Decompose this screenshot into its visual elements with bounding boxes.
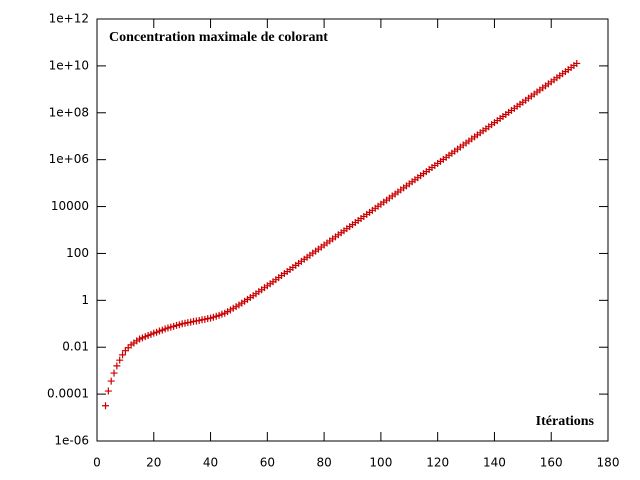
x-tick-label: 20: [146, 456, 161, 470]
data-point: [113, 362, 121, 370]
y-tick-label: 1e+08: [49, 105, 89, 119]
x-tick-label: 160: [540, 456, 563, 470]
plot-frame: [96, 18, 609, 442]
data-point: [573, 59, 581, 67]
x-tick-label: 60: [260, 456, 275, 470]
x-tick-label: 140: [483, 456, 506, 470]
y-tick-label: 0.0001: [47, 387, 89, 401]
data-point: [107, 377, 115, 385]
data-point: [119, 351, 127, 359]
y-tick-label: 1: [81, 293, 89, 307]
y-tick-label: 10000: [51, 199, 89, 213]
data-point: [116, 356, 124, 364]
y-tick-label: 1e+12: [49, 12, 89, 26]
x-axis-label: Itérations: [536, 414, 595, 429]
data-point: [102, 402, 110, 410]
y-tick-label: 100: [66, 246, 89, 260]
y-tick-label: 1e-06: [54, 434, 89, 448]
x-tick-label: 40: [203, 456, 218, 470]
data-point: [110, 369, 118, 377]
chart-title: Concentration maximale de colorant: [109, 30, 328, 45]
x-tick-label: 120: [426, 456, 449, 470]
x-tick-label: 0: [93, 456, 101, 470]
x-tick-label: 80: [316, 456, 331, 470]
y-tick-label: 1e+10: [49, 58, 89, 72]
data-point: [104, 387, 112, 395]
x-tick-label: 100: [369, 456, 392, 470]
y-tick-label: 0.01: [62, 340, 89, 354]
x-tick-label: 180: [597, 456, 620, 470]
y-tick-label: 1e+06: [49, 152, 89, 166]
